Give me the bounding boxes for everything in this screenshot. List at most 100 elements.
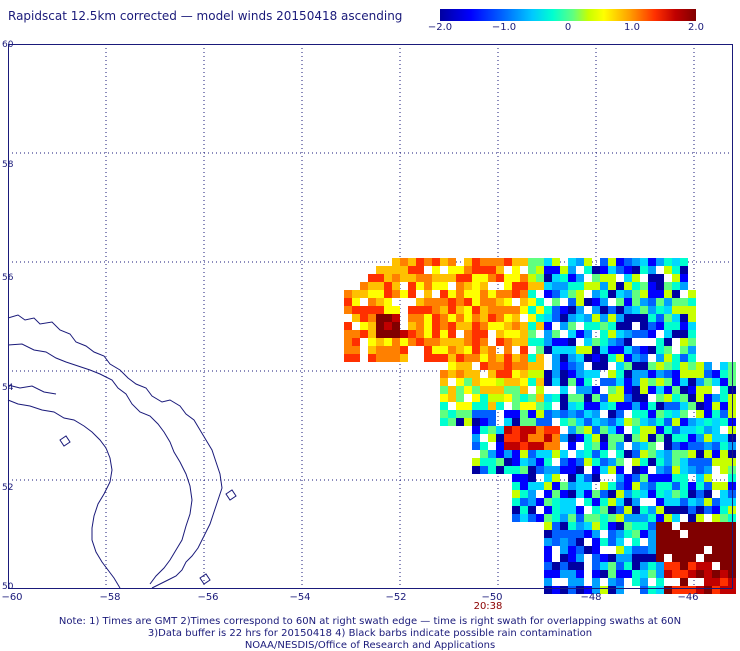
wind-cell <box>672 554 680 562</box>
wind-cell <box>648 562 656 570</box>
wind-cell <box>480 418 488 426</box>
wind-cell <box>472 410 480 418</box>
wind-cell <box>608 290 616 298</box>
wind-cell <box>520 410 528 418</box>
wind-cell <box>456 322 464 330</box>
wind-cell <box>632 578 640 586</box>
wind-cell <box>608 458 616 466</box>
wind-cell <box>376 330 384 338</box>
wind-cell <box>472 266 480 274</box>
wind-cell <box>520 274 528 282</box>
wind-cell <box>408 330 416 338</box>
wind-cell <box>592 538 600 546</box>
wind-cell <box>504 282 512 290</box>
wind-cell <box>616 362 624 370</box>
wind-cell <box>720 490 728 498</box>
wind-cell <box>568 538 576 546</box>
wind-cell <box>344 290 352 298</box>
wind-cell <box>352 314 360 322</box>
wind-cell <box>544 426 552 434</box>
wind-cell <box>608 554 616 562</box>
wind-cell <box>584 490 592 498</box>
wind-cell <box>680 282 688 290</box>
wind-cell <box>448 386 456 394</box>
wind-cell <box>528 370 536 378</box>
wind-cell <box>520 386 528 394</box>
wind-cell <box>672 466 680 474</box>
wind-cell <box>664 362 672 370</box>
wind-cell <box>632 362 640 370</box>
wind-cell <box>472 330 480 338</box>
wind-cell <box>608 386 616 394</box>
wind-cell <box>720 562 728 570</box>
wind-cell <box>640 330 648 338</box>
wind-cell <box>544 322 552 330</box>
wind-cell <box>576 298 584 306</box>
wind-cell <box>344 354 352 362</box>
wind-cell <box>424 314 432 322</box>
wind-cell <box>584 370 592 378</box>
wind-cell <box>592 338 600 346</box>
wind-cell <box>664 298 672 306</box>
wind-cell <box>648 266 656 274</box>
wind-cell <box>696 434 704 442</box>
wind-cell <box>608 266 616 274</box>
wind-cell <box>688 506 696 514</box>
wind-cell <box>584 346 592 354</box>
wind-cell <box>424 274 432 282</box>
wind-cell <box>624 338 632 346</box>
wind-cell <box>472 298 480 306</box>
wind-cell <box>400 330 408 338</box>
wind-cell <box>432 282 440 290</box>
wind-cell <box>704 450 712 458</box>
wind-cell <box>648 458 656 466</box>
wind-cell <box>448 338 456 346</box>
wind-cell <box>696 402 704 410</box>
wind-cell <box>696 490 704 498</box>
wind-cell <box>672 330 680 338</box>
wind-cell <box>704 522 712 530</box>
wind-cell <box>600 258 608 266</box>
wind-cell <box>704 466 712 474</box>
wind-cell <box>672 570 680 578</box>
wind-cell <box>672 378 680 386</box>
wind-cell <box>488 418 496 426</box>
wind-cell <box>624 482 632 490</box>
wind-cell <box>648 402 656 410</box>
wind-cell <box>608 314 616 322</box>
wind-cell <box>544 506 552 514</box>
wind-cell <box>600 378 608 386</box>
wind-cell <box>512 498 520 506</box>
wind-cell <box>592 370 600 378</box>
wind-cell <box>568 330 576 338</box>
wind-cell <box>672 426 680 434</box>
wind-cell <box>552 362 560 370</box>
wind-cell <box>504 306 512 314</box>
wind-cell <box>496 386 504 394</box>
wind-cell <box>632 370 640 378</box>
wind-cell <box>592 442 600 450</box>
wind-cell <box>688 354 696 362</box>
wind-cell <box>544 554 552 562</box>
wind-cell <box>600 338 608 346</box>
wind-cell <box>528 466 536 474</box>
wind-cell <box>616 434 624 442</box>
wind-cell <box>536 466 544 474</box>
wind-cell <box>568 394 576 402</box>
wind-cell <box>464 370 472 378</box>
wind-cell <box>640 386 648 394</box>
wind-cell <box>640 434 648 442</box>
wind-cell <box>648 434 656 442</box>
wind-cell <box>552 346 560 354</box>
wind-cell <box>640 578 648 586</box>
wind-cell <box>552 282 560 290</box>
wind-cell <box>520 482 528 490</box>
wind-cell <box>664 538 672 546</box>
lat-label-54: 54 <box>2 383 14 393</box>
wind-cell <box>664 546 672 554</box>
wind-cell <box>584 482 592 490</box>
wind-cell <box>368 346 376 354</box>
wind-cell <box>536 362 544 370</box>
wind-cell <box>560 514 568 522</box>
wind-cell <box>688 482 696 490</box>
